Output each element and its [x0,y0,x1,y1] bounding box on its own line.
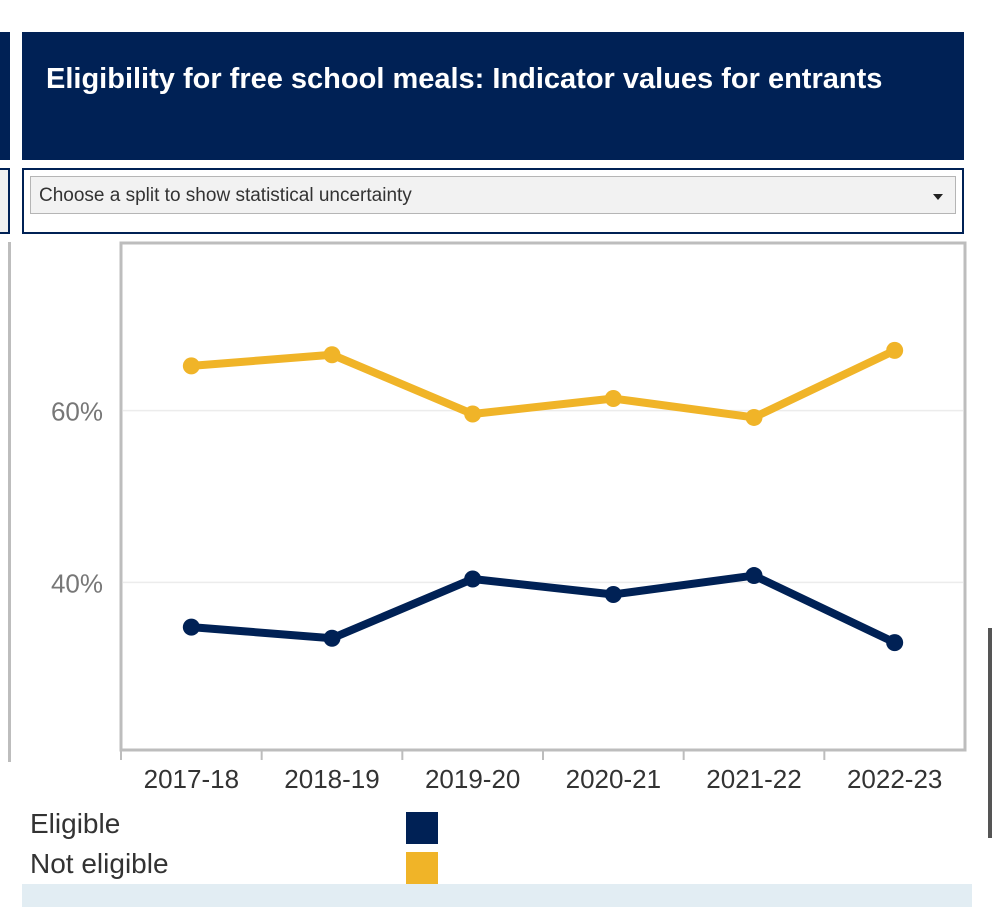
split-selector-dropdown[interactable]: Choose a split to show statistical uncer… [30,176,956,214]
x-tick-label: 2019-20 [425,764,520,794]
x-tick-label: 2020-21 [566,764,661,794]
data-point-eligible[interactable] [604,585,622,603]
data-point-eligible[interactable] [745,567,763,585]
data-point-eligible[interactable] [464,570,482,588]
data-point-eligible[interactable] [182,618,200,636]
data-point-not-eligible[interactable] [464,405,482,423]
data-point-eligible[interactable] [323,629,341,647]
x-tick-label: 2017-18 [144,764,239,794]
data-point-not-eligible[interactable] [182,357,200,375]
footer-bar [22,884,972,907]
adjacent-panel-header [0,32,10,160]
legend-label-not-eligible: Not eligible [30,848,169,879]
data-point-not-eligible[interactable] [323,346,341,364]
x-tick-label: 2022-23 [847,764,942,794]
legend-swatch-eligible [406,812,438,844]
series-line-eligible [187,571,899,647]
legend-swatch-not-eligible [406,852,438,884]
line-chart: 40% 60% 2017-18 2018-19 2019-20 2020-21 2021-… [51,241,967,794]
x-tick-label: 2021-22 [706,764,801,794]
split-selector-wrapper: Choose a split to show statistical uncer… [22,168,964,234]
page-scrollbar[interactable] [988,628,992,838]
series-line-not-eligible [187,346,899,422]
data-point-not-eligible[interactable] [886,341,904,359]
split-selector-value: Choose a split to show statistical uncer… [39,185,412,206]
data-point-not-eligible[interactable] [604,390,622,408]
chart-title-panel: Eligibility for free school meals: Indic… [22,32,964,160]
dropdown-arrow-icon[interactable] [933,194,943,200]
adjacent-panel-selector [0,168,10,234]
plot-area [119,241,967,752]
adjacent-panel-axis [8,242,11,762]
chart-title: Eligibility for free school meals: Indic… [46,63,883,95]
data-point-eligible[interactable] [886,634,904,652]
data-point-not-eligible[interactable] [745,408,763,426]
y-tick-label: 60% [51,397,103,427]
y-tick-label: 40% [51,568,103,598]
x-tick-label: 2018-19 [284,764,379,794]
legend-label-eligible: Eligible [30,808,121,839]
